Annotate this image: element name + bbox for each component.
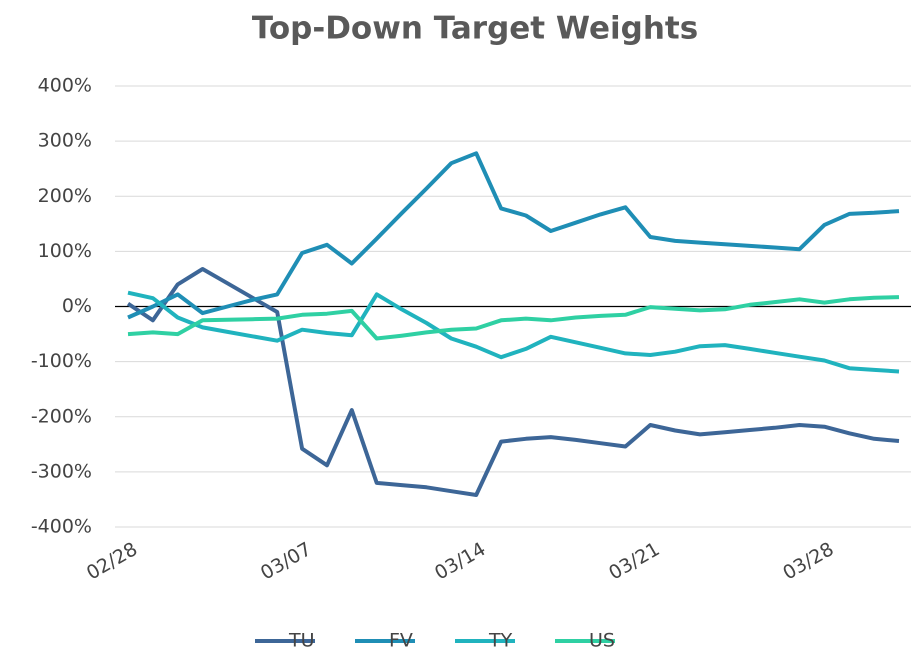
series-line — [127, 151, 900, 320]
y-tick-label: 300% — [38, 130, 92, 152]
x-tick-label: 02/28 — [83, 538, 141, 584]
x-tick-label: 03/28 — [779, 538, 837, 584]
legend: TU FV TY US — [255, 630, 615, 652]
x-tick-label: 03/21 — [605, 538, 663, 584]
y-tick-label: -400% — [31, 516, 92, 538]
series-line — [127, 290, 900, 374]
y-tick-label: -200% — [31, 405, 92, 427]
series-line — [127, 295, 900, 341]
y-tick-label: 200% — [38, 185, 92, 207]
y-tick-label: 400% — [38, 75, 92, 97]
legend-label: TU — [288, 630, 315, 652]
x-tick-label: 03/14 — [431, 538, 489, 584]
legend-label: FV — [389, 630, 413, 652]
y-tick-label: -300% — [31, 460, 92, 482]
legend-label: TY — [488, 630, 513, 652]
y-tick-label: 0% — [62, 295, 92, 317]
chart-title: Top-Down Target Weights — [252, 11, 698, 47]
x-tick-label: 03/07 — [257, 538, 315, 584]
y-tick-label: 100% — [38, 240, 92, 262]
y-tick-label: -100% — [31, 350, 92, 372]
legend-label: US — [589, 630, 615, 652]
